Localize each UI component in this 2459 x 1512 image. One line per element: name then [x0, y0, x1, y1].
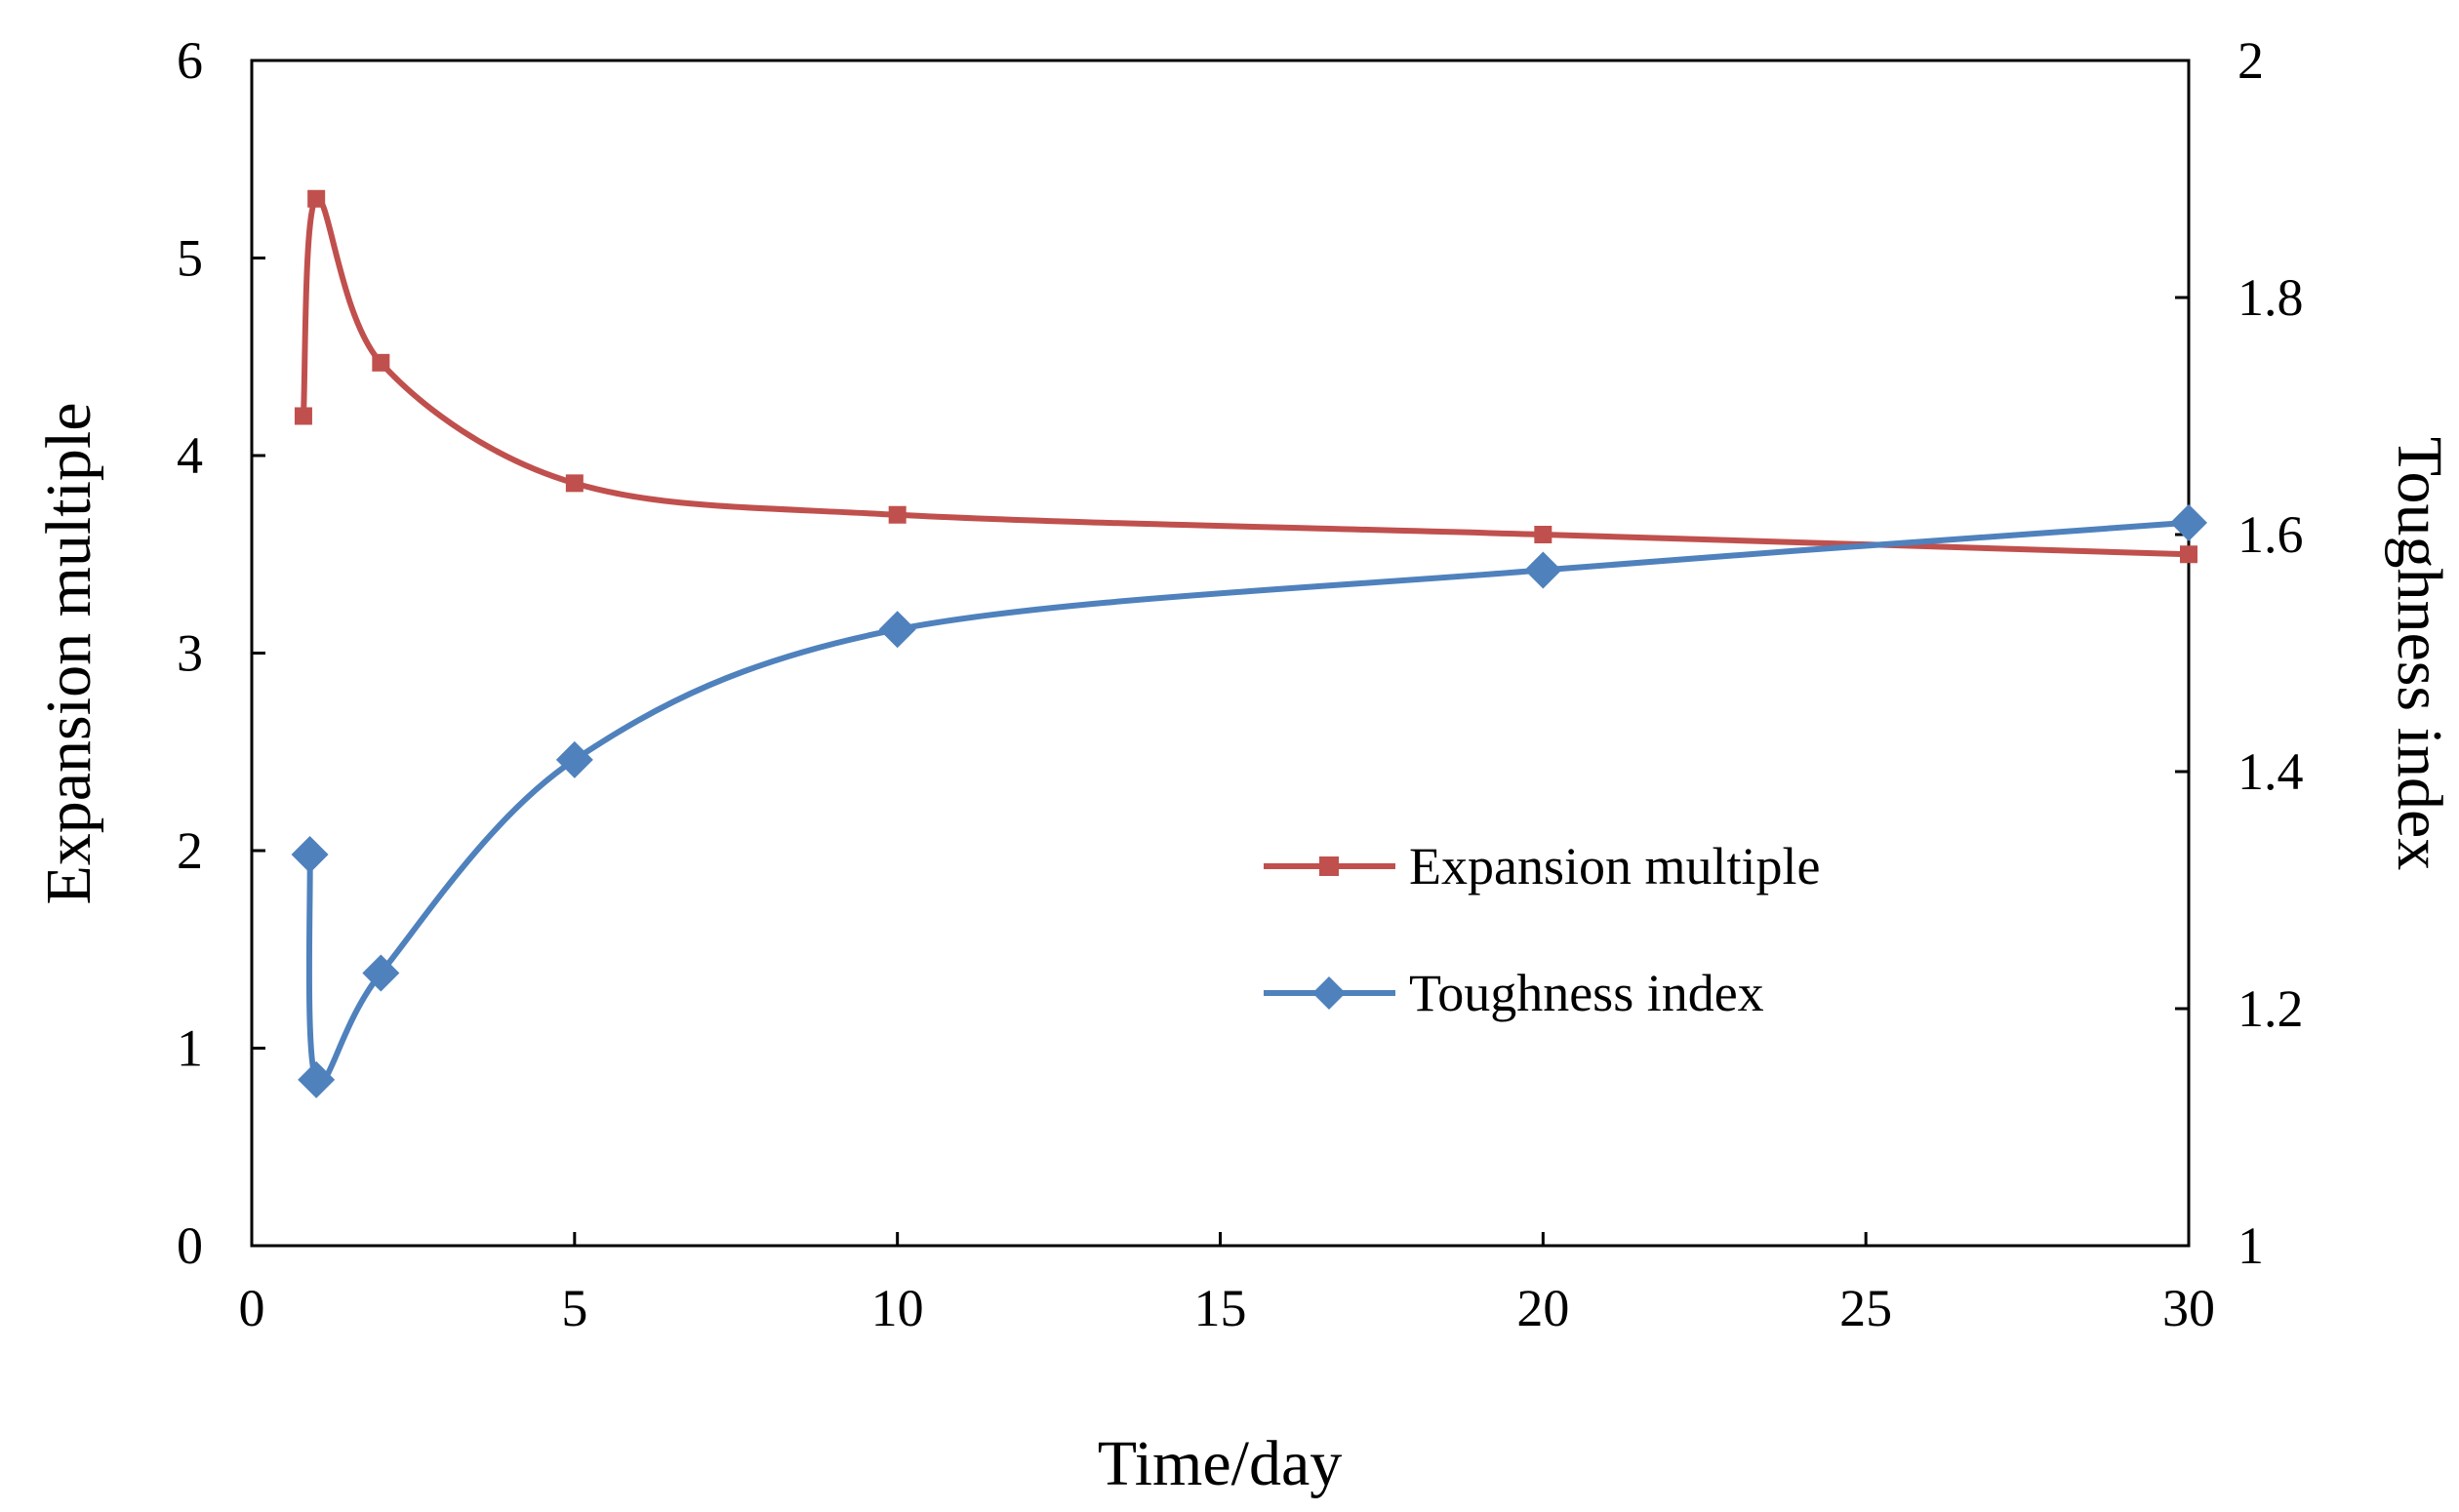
- x-tick-label-4: 20: [1516, 1279, 1569, 1337]
- legend-marker-expansion: [1319, 856, 1339, 876]
- y2-axis-title: Toughness index: [2384, 437, 2455, 871]
- point-expansion-6: [2180, 545, 2197, 564]
- y-tick-label-4: 4: [177, 426, 203, 485]
- x-tick-label-3: 15: [1194, 1279, 1247, 1337]
- y-tick-label-3: 3: [177, 624, 203, 683]
- x-axis-ticks: 0 5 10 15 20 25 30: [239, 1232, 2215, 1337]
- point-toughness-3: [555, 740, 593, 778]
- legend-label-expansion: Expansion multiple: [1409, 837, 1820, 895]
- point-expansion-0: [294, 407, 312, 425]
- x-tick-label-1: 5: [561, 1279, 587, 1337]
- y2-tick-label-5: 2: [2237, 31, 2264, 90]
- y2-axis-ticks: 1 1.2 1.4 1.6 1.8 2: [2175, 31, 2304, 1275]
- point-expansion-4: [888, 505, 907, 524]
- point-expansion-1: [307, 189, 326, 208]
- point-expansion-5: [1534, 526, 1552, 543]
- y-tick-label-6: 6: [177, 31, 203, 90]
- y2-tick-label-2: 1.4: [2237, 742, 2304, 801]
- y2-tick-label-0: 1: [2237, 1216, 2264, 1275]
- legend-marker-toughness: [1312, 976, 1346, 1010]
- point-toughness-2: [362, 954, 400, 992]
- plot-area: [250, 59, 2191, 1248]
- series-layer: [291, 189, 2207, 1098]
- x-tick-label-2: 10: [871, 1279, 924, 1337]
- point-toughness-5: [1524, 551, 1562, 589]
- y-tick-label-0: 0: [177, 1216, 203, 1275]
- legend-label-toughness: Toughness index: [1409, 964, 1764, 1022]
- y-axis-title: Expansion multiple: [33, 402, 104, 904]
- y-tick-label-1: 1: [177, 1019, 203, 1078]
- y2-tick-label-1: 1.2: [2237, 979, 2304, 1038]
- y-tick-label-2: 2: [177, 821, 203, 880]
- point-toughness-6: [2170, 503, 2207, 541]
- legend: Expansion multiple Toughness index: [1264, 837, 1820, 1022]
- point-expansion-3: [565, 474, 584, 493]
- point-toughness-1: [298, 1060, 336, 1098]
- y2-tick-label-3: 1.6: [2237, 505, 2304, 564]
- x-axis-title: Time/day: [1098, 1428, 1343, 1499]
- x-tick-label-5: 25: [1839, 1279, 1892, 1337]
- point-toughness-4: [878, 611, 916, 649]
- x-tick-label-0: 0: [239, 1279, 265, 1337]
- y-axis-ticks: 0 1 2 3 4 5 6: [177, 31, 265, 1275]
- point-toughness-0: [291, 836, 329, 874]
- x-tick-label-6: 30: [2162, 1279, 2215, 1337]
- y2-tick-label-4: 1.8: [2237, 268, 2304, 327]
- y-tick-label-5: 5: [177, 229, 203, 288]
- point-expansion-2: [372, 353, 390, 372]
